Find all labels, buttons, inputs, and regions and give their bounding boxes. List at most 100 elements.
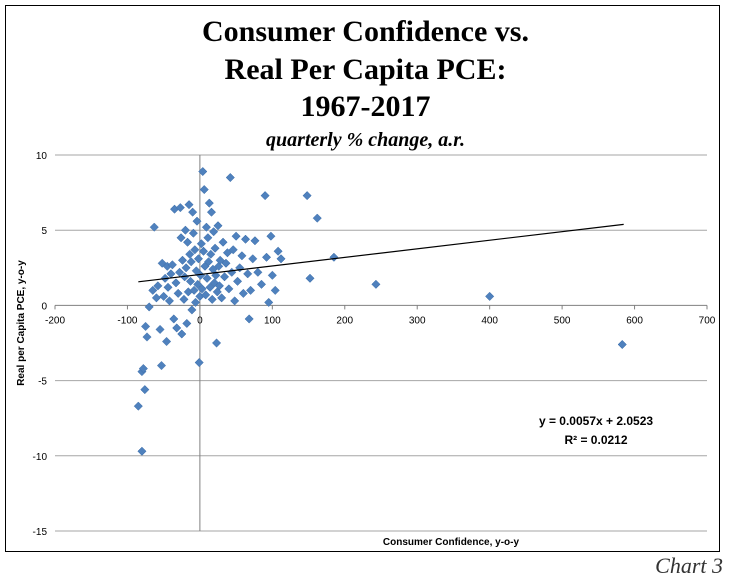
data-point [137, 446, 147, 456]
data-point [183, 237, 193, 247]
data-point [244, 314, 254, 324]
data-point [179, 294, 189, 304]
data-point [164, 296, 175, 306]
data-point [276, 254, 286, 264]
data-point [187, 305, 197, 315]
data-point [159, 291, 169, 301]
data-point [206, 249, 216, 259]
data-point [193, 279, 203, 289]
data-point [264, 297, 274, 307]
gridlines [55, 154, 707, 532]
data-points [133, 166, 627, 456]
data-point [211, 338, 222, 348]
data-point [256, 279, 267, 289]
data-point [176, 233, 186, 243]
data-point [138, 364, 148, 374]
data-point [617, 339, 627, 350]
data-point [228, 245, 238, 255]
data-point [133, 401, 143, 411]
data-point [206, 207, 217, 217]
data-point [209, 278, 219, 288]
data-point [193, 254, 203, 264]
chart-title-line-3: 1967-2017 [300, 90, 431, 123]
data-point [188, 228, 198, 238]
data-point [197, 284, 207, 294]
data-point [173, 288, 183, 298]
data-point [214, 281, 225, 291]
data-point [177, 329, 187, 339]
chart-number: Chart 3 [655, 553, 723, 578]
x-tick-label: 100 [264, 315, 281, 326]
y-tick-label: 5 [41, 226, 47, 237]
data-point [312, 213, 322, 223]
data-point [213, 221, 223, 231]
data-point [188, 207, 198, 217]
chart-subtitle: quarterly % change, a.r. [266, 129, 465, 151]
data-point [203, 233, 213, 243]
data-point [235, 263, 245, 273]
data-point [144, 302, 154, 312]
x-tick-label: 400 [481, 315, 498, 326]
data-point [209, 227, 219, 237]
data-point [169, 314, 179, 324]
data-point [148, 285, 158, 295]
data-point [204, 198, 214, 208]
trendline [138, 223, 624, 283]
data-point [207, 294, 217, 304]
data-point [238, 288, 248, 298]
axes [54, 155, 708, 531]
data-point [217, 293, 227, 303]
data-point [210, 243, 220, 253]
data-point [224, 284, 234, 294]
data-point [167, 260, 177, 270]
data-point [246, 285, 256, 295]
data-point [267, 270, 277, 280]
data-point [233, 276, 243, 286]
y-tick-label: 0 [41, 301, 47, 312]
y-axis-title: Real per Capita PCE, y-o-y [16, 260, 27, 386]
data-point [266, 231, 276, 241]
data-point [142, 332, 152, 342]
data-point [153, 281, 163, 291]
data-point [231, 231, 241, 241]
data-point [198, 166, 208, 177]
data-point [305, 273, 315, 283]
data-point [190, 245, 200, 255]
data-point [181, 263, 191, 273]
x-tick-label: 600 [626, 315, 643, 326]
data-point [215, 255, 225, 265]
data-point [175, 203, 185, 213]
data-point [485, 291, 495, 301]
data-point [162, 336, 172, 347]
data-point [227, 267, 237, 277]
data-point [221, 258, 231, 268]
data-point [371, 279, 381, 289]
data-point [250, 236, 260, 246]
data-point [141, 321, 151, 332]
x-tick-label: 0 [197, 315, 203, 326]
x-tick-label: 300 [409, 315, 426, 326]
data-point [237, 251, 247, 261]
data-point [177, 255, 188, 265]
data-point [185, 249, 195, 259]
x-tick-label: -200 [45, 315, 65, 326]
data-point [163, 282, 173, 292]
data-point [261, 252, 272, 262]
data-point [270, 285, 280, 295]
data-point [196, 239, 206, 249]
x-tick-label: 700 [699, 315, 716, 326]
data-point [140, 385, 150, 395]
data-point [201, 290, 211, 300]
data-point [155, 324, 165, 335]
data-point [225, 173, 235, 183]
chart-title-line-2: Real Per Capita PCE: [224, 53, 507, 86]
data-point [202, 273, 212, 283]
y-tick-label: 10 [36, 151, 48, 162]
data-point [189, 285, 199, 295]
data-point [156, 361, 167, 371]
data-point [157, 258, 167, 268]
data-point [184, 200, 194, 210]
data-point [171, 278, 181, 288]
data-point [198, 246, 209, 256]
x-axis-title: Consumer Confidence, y-o-y [383, 537, 520, 548]
